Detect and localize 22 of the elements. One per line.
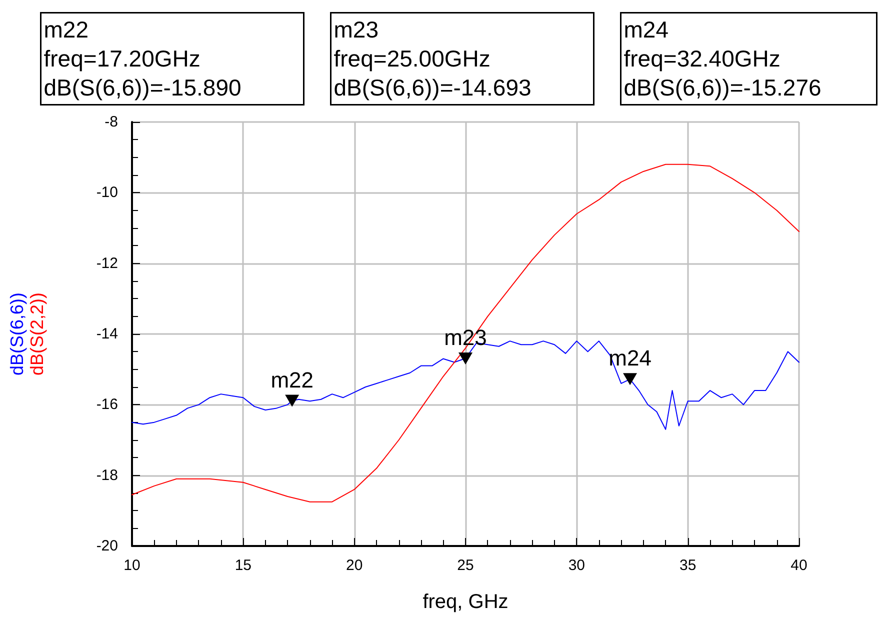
text: dB(S(6,6))	[7, 292, 27, 376]
x-tick-label: 25	[457, 557, 474, 574]
x-tick-label: 15	[234, 557, 252, 574]
x-axis-title: freq, GHz	[422, 591, 508, 613]
y-tick-label: -10	[96, 184, 118, 202]
x-tick-label: 20	[346, 557, 363, 574]
y-tick-label: -14	[96, 326, 118, 342]
y-tick-label: -8	[104, 114, 118, 130]
x-tick-label: 40	[790, 557, 808, 574]
text: dB(S(2,2))	[27, 292, 47, 376]
x-tick-label: 35	[679, 557, 696, 574]
y-tick-label: -12	[96, 254, 118, 272]
y-tick-label: -18	[96, 466, 118, 484]
y-tick-label: -20	[96, 538, 118, 554]
text: m24 freq=32.40GHz dB(S(6,6))=-15.276	[624, 16, 822, 100]
y-tick-label: -16	[96, 396, 118, 414]
line-series	[132, 164, 800, 502]
text: m22 freq=17.20GHz dB(S(6,6))=-15.890	[44, 16, 242, 100]
annotation: m22	[270, 367, 314, 392]
x-tick-label: 30	[568, 557, 586, 574]
text: m23 freq=25.00GHz dB(S(6,6))=-14.693	[334, 16, 532, 100]
x-tick-label: 10	[124, 557, 140, 574]
